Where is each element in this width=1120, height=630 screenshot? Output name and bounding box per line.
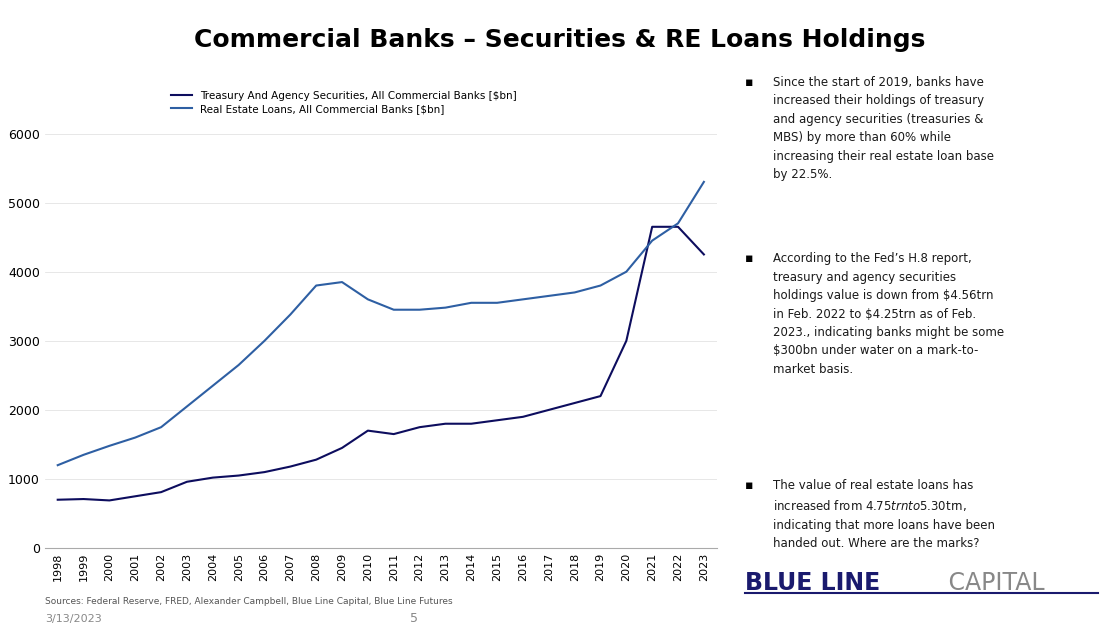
- Text: ▪: ▪: [745, 479, 754, 492]
- Legend: Treasury And Agency Securities, All Commercial Banks [$bn], Real Estate Loans, A: Treasury And Agency Securities, All Comm…: [171, 91, 517, 114]
- Text: Commercial Banks – Securities & RE Loans Holdings: Commercial Banks – Securities & RE Loans…: [194, 28, 926, 52]
- Text: ▪: ▪: [745, 252, 754, 265]
- Text: According to the Fed’s H.8 report,
treasury and agency securities
holdings value: According to the Fed’s H.8 report, treas…: [773, 252, 1004, 376]
- Text: Since the start of 2019, banks have
increased their holdings of treasury
and age: Since the start of 2019, banks have incr…: [773, 76, 993, 181]
- Text: 5: 5: [410, 612, 419, 625]
- Text: Sources: Federal Reserve, FRED, Alexander Campbell, Blue Line Capital, Blue Line: Sources: Federal Reserve, FRED, Alexande…: [45, 597, 452, 606]
- Text: 3/13/2023: 3/13/2023: [45, 614, 102, 624]
- Text: ▪: ▪: [745, 76, 754, 89]
- Text: BLUE LINE: BLUE LINE: [745, 571, 880, 595]
- Text: The value of real estate loans has
increased from $4.75trn to $5.30trn,
indicati: The value of real estate loans has incre…: [773, 479, 995, 551]
- Text: CAPITAL: CAPITAL: [941, 571, 1045, 595]
